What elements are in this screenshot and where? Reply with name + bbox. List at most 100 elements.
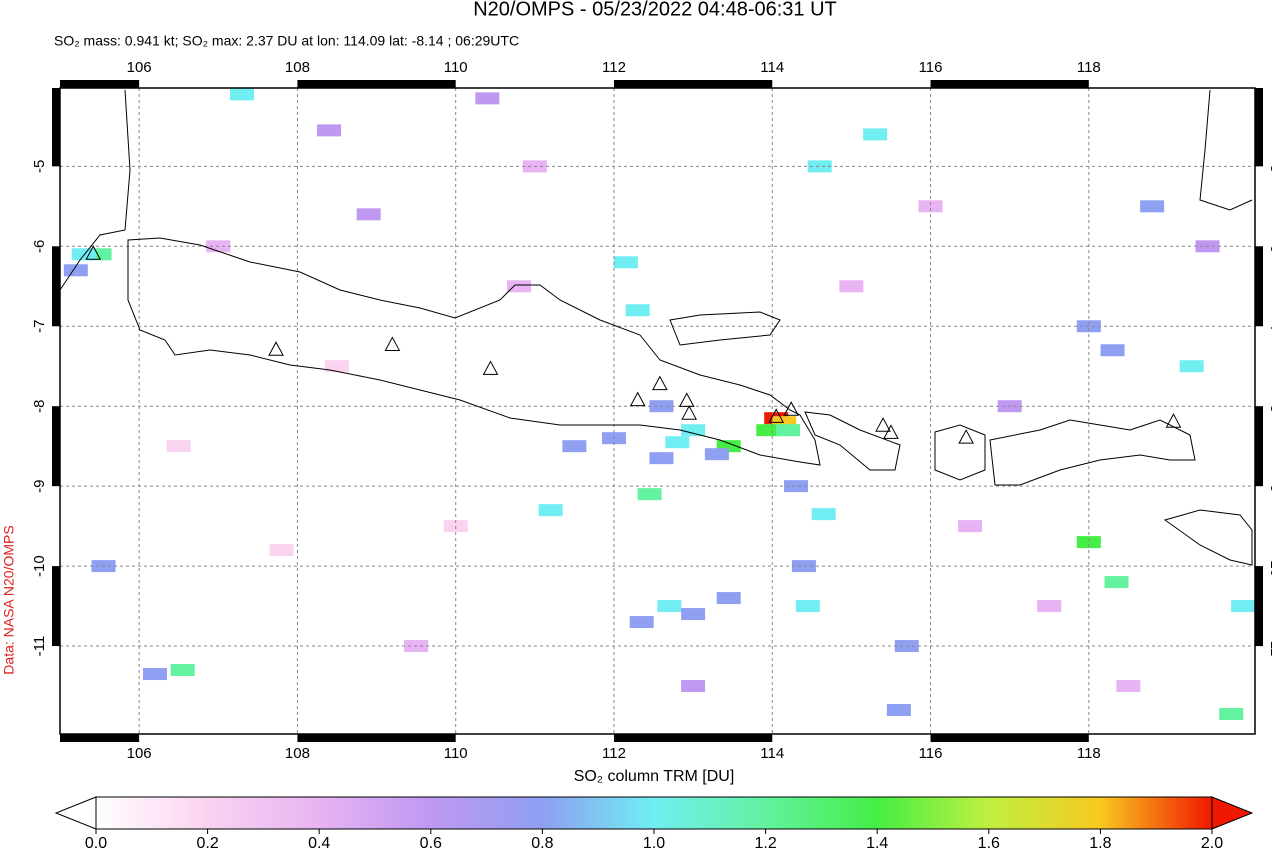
so2-pixel xyxy=(811,508,836,521)
so2-pixel xyxy=(625,304,650,317)
colorbar-arrow xyxy=(1211,796,1254,830)
x-tick-label: 114 xyxy=(760,745,784,762)
x-tick-label: 116 xyxy=(919,59,943,76)
volcano xyxy=(268,341,284,356)
frame-bar xyxy=(60,734,140,742)
volcano xyxy=(652,375,668,391)
so2-pixel xyxy=(807,160,832,173)
overlay: 106 106 108 108 110 110 112 112 114 114 116 116 118 1… xyxy=(31,59,1272,852)
so2-pixel xyxy=(538,504,563,517)
colorbar-tick-label: 0.6 xyxy=(420,835,442,852)
volcano xyxy=(482,360,499,375)
so2-pixel xyxy=(681,424,706,437)
so2-pixel xyxy=(863,128,888,141)
so2-pixel xyxy=(63,264,88,277)
volcano xyxy=(883,424,899,439)
frame-bar xyxy=(930,80,1089,88)
colorbar-tick-label: 1.0 xyxy=(643,835,665,852)
so2-pixel xyxy=(795,600,820,613)
colorbar-arrow xyxy=(54,796,97,830)
frame-bar xyxy=(297,80,456,88)
y-tick-label: -11 xyxy=(31,636,48,657)
so2-pixel xyxy=(170,664,195,677)
frame-bar xyxy=(52,88,60,167)
volcano xyxy=(875,417,891,432)
so2-pixel xyxy=(681,608,706,621)
coastline xyxy=(127,237,821,466)
so2-pixel xyxy=(918,200,943,213)
x-tick-label: 108 xyxy=(285,59,310,76)
so2-pixel xyxy=(356,208,381,221)
colorbar-tick-label: 1.6 xyxy=(978,835,1000,852)
so2-pixel xyxy=(230,88,255,101)
x-tick-label: 108 xyxy=(285,745,310,762)
y-tick-label: -6 xyxy=(1267,240,1272,253)
credit: Data: NASA N20/OMPS xyxy=(1,525,17,674)
x-tick-label: 110 xyxy=(444,59,468,76)
coastline xyxy=(804,411,901,471)
colorbar-tick-label: 0.0 xyxy=(85,835,107,852)
coastline xyxy=(989,419,1196,486)
colorbar-tick-label: 1.2 xyxy=(754,835,776,852)
so2-pixel xyxy=(791,560,816,573)
so2-pixel xyxy=(649,452,674,465)
volcano xyxy=(681,405,697,420)
x-tick-label: 106 xyxy=(127,745,152,762)
colorbar-tick-label: 1.4 xyxy=(866,835,888,852)
frame-bar xyxy=(1255,406,1263,487)
chart-subtitle: SO₂ mass: 0.941 kt; SO₂ max: 2.37 DU at … xyxy=(54,33,519,49)
coastline xyxy=(1163,509,1253,566)
so2-pixel xyxy=(166,440,191,453)
x-tick-label: 118 xyxy=(1077,745,1101,762)
colorbar xyxy=(95,796,1213,830)
so2-pixel xyxy=(704,448,729,461)
map-layer xyxy=(60,88,1256,734)
x-tick-label: 118 xyxy=(1077,59,1101,76)
y-tick-label: -11 xyxy=(1267,636,1272,657)
frame-bar xyxy=(1255,566,1263,647)
y-tick-label: -8 xyxy=(1267,400,1272,413)
volcano xyxy=(1165,413,1182,428)
so2-pixel xyxy=(142,668,167,681)
x-tick-label: 106 xyxy=(127,59,152,76)
so2-pixel xyxy=(629,616,654,629)
y-tick-label: -8 xyxy=(31,400,48,413)
frame-bar xyxy=(52,246,60,327)
coastlines xyxy=(59,89,1253,566)
so2-pixel xyxy=(562,440,587,453)
so2-pixel xyxy=(324,360,349,373)
so2-pixel xyxy=(1076,536,1101,549)
coastline xyxy=(669,311,781,346)
y-tick-label: -9 xyxy=(31,479,48,492)
frame-bar xyxy=(930,734,1089,742)
x-tick-label: 116 xyxy=(919,745,943,762)
coastline xyxy=(934,424,986,481)
so2-pixel xyxy=(665,436,690,449)
so2-pixel xyxy=(681,680,706,693)
frame-bar xyxy=(1255,246,1263,327)
colorbar-tick-label: 1.8 xyxy=(1089,835,1111,852)
so2-pixel xyxy=(839,280,864,293)
so2-pixel xyxy=(1100,344,1125,357)
y-tick-label: -5 xyxy=(1267,160,1272,173)
coastline xyxy=(59,89,131,291)
so2-pixel xyxy=(1219,708,1244,721)
y-tick-label: -9 xyxy=(1267,479,1272,492)
so2-pixel xyxy=(783,480,808,493)
volcano xyxy=(629,391,646,407)
so2-pixel xyxy=(1037,600,1062,613)
colorbar-label: SO₂ column TRM [DU] xyxy=(574,768,735,785)
x-tick-label: 112 xyxy=(602,59,626,76)
so2-pixel xyxy=(269,544,294,557)
y-tick-label: -7 xyxy=(1267,320,1272,333)
so2-pixel xyxy=(317,124,342,137)
so2-pixel xyxy=(475,92,500,105)
so2-pixel xyxy=(71,248,96,261)
so2-pixel xyxy=(1140,200,1165,213)
chart-title: N20/OMPS - 05/23/2022 04:48-06:31 UT xyxy=(473,0,837,20)
y-tick-label: -10 xyxy=(1267,555,1272,577)
volcano xyxy=(783,401,800,416)
coastline xyxy=(1199,89,1253,211)
so2-pixel xyxy=(776,424,801,437)
